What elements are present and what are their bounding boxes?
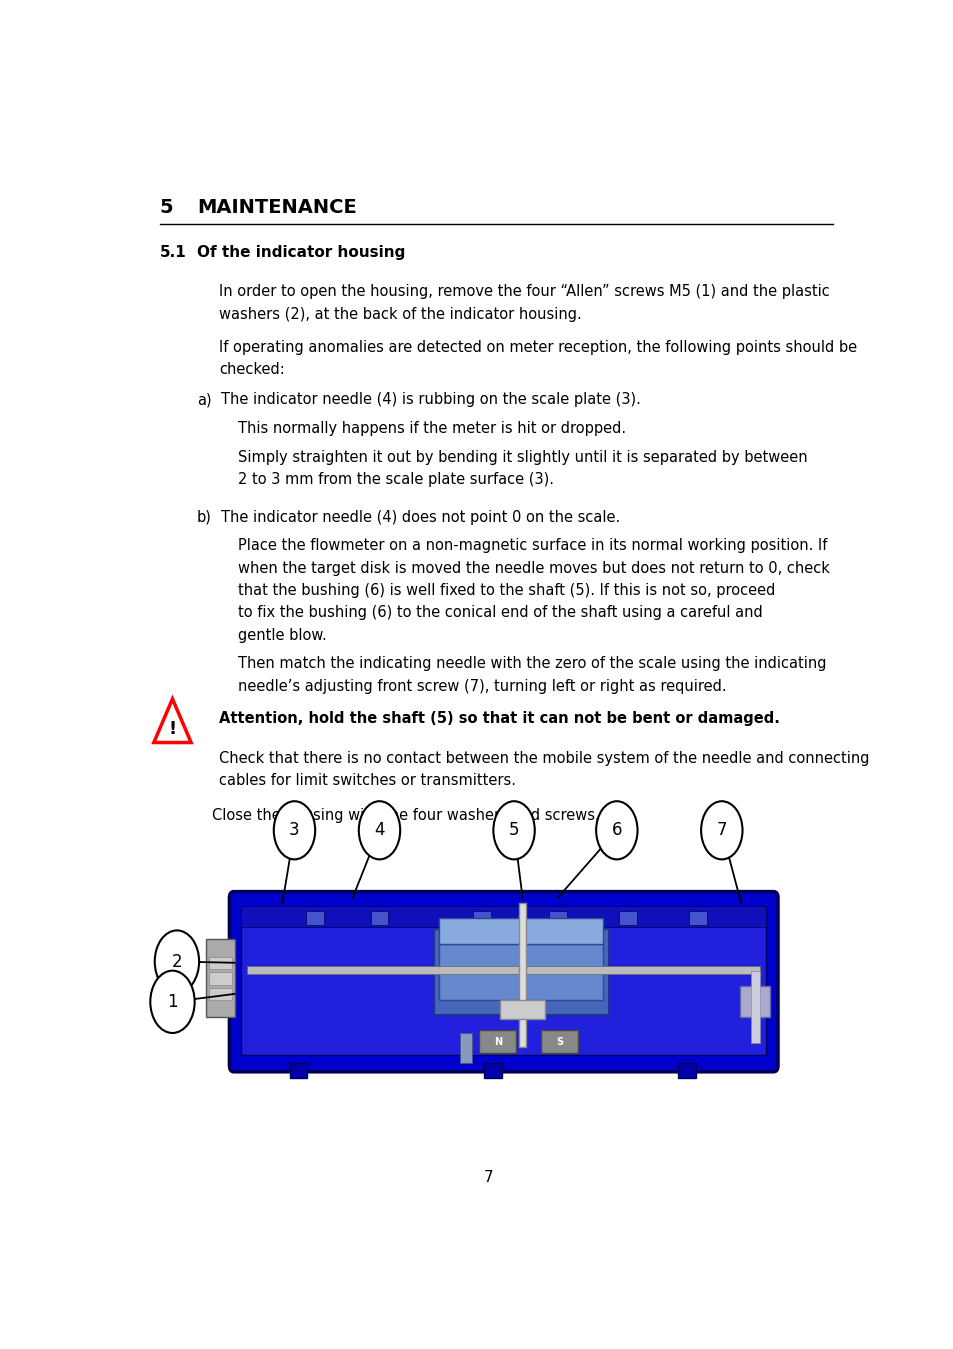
Text: Close the housing with the four washers and screws.: Close the housing with the four washers … bbox=[212, 808, 598, 823]
Text: cables for limit switches or transmitters.: cables for limit switches or transmitter… bbox=[219, 773, 516, 788]
Bar bbox=[241, 908, 765, 1055]
Text: Attention, hold the shaft (5) so that it can not be bent or damaged.: Attention, hold the shaft (5) so that it… bbox=[219, 711, 780, 726]
Bar bbox=[210, 956, 232, 969]
Text: 1: 1 bbox=[167, 993, 177, 1010]
Text: b): b) bbox=[196, 510, 212, 525]
Text: Check that there is no contact between the mobile system of the needle and conne: Check that there is no contact between t… bbox=[219, 751, 868, 766]
Text: 7: 7 bbox=[716, 822, 726, 839]
Text: gentle blow.: gentle blow. bbox=[237, 627, 326, 642]
Circle shape bbox=[596, 801, 637, 859]
Bar bbox=[371, 912, 388, 925]
Text: needle’s adjusting front screw (7), turning left or right as required.: needle’s adjusting front screw (7), turn… bbox=[237, 679, 725, 693]
Bar bbox=[688, 912, 706, 925]
Text: washers (2), at the back of the indicator housing.: washers (2), at the back of the indicato… bbox=[219, 306, 581, 322]
Bar bbox=[306, 912, 323, 925]
Bar bbox=[473, 912, 491, 925]
Text: Place the flowmeter on a non-magnetic surface in its normal working position. If: Place the flowmeter on a non-magnetic su… bbox=[237, 538, 826, 553]
Text: 6: 6 bbox=[611, 822, 621, 839]
Bar bbox=[210, 987, 232, 1000]
Text: Then match the indicating needle with the zero of the scale using the indicating: Then match the indicating needle with th… bbox=[237, 657, 825, 672]
Text: The indicator needle (4) does not point 0 on the scale.: The indicator needle (4) does not point … bbox=[221, 510, 619, 525]
Bar bbox=[290, 1063, 307, 1078]
Circle shape bbox=[154, 931, 199, 993]
Circle shape bbox=[358, 801, 400, 859]
Text: N: N bbox=[494, 1036, 501, 1047]
Bar bbox=[459, 1033, 472, 1063]
Bar bbox=[439, 917, 602, 943]
Bar bbox=[241, 907, 765, 927]
Bar bbox=[548, 912, 566, 925]
Text: 2: 2 bbox=[172, 952, 182, 970]
Text: 4: 4 bbox=[374, 822, 384, 839]
Text: 2 to 3 mm from the scale plate surface (3).: 2 to 3 mm from the scale plate surface (… bbox=[237, 472, 553, 487]
Text: !: ! bbox=[169, 720, 176, 738]
Text: 5.1: 5.1 bbox=[160, 246, 187, 260]
Text: This normally happens if the meter is hit or dropped.: This normally happens if the meter is hi… bbox=[237, 421, 625, 436]
Text: checked:: checked: bbox=[219, 362, 285, 376]
Text: that the bushing (6) is well fixed to the shaft (5). If this is not so, proceed: that the bushing (6) is well fixed to th… bbox=[237, 583, 774, 598]
Bar bbox=[618, 912, 636, 925]
Text: a): a) bbox=[196, 393, 212, 407]
Bar bbox=[678, 1063, 696, 1078]
Text: 7: 7 bbox=[483, 1171, 494, 1186]
Text: If operating anomalies are detected on meter reception, the following points sho: If operating anomalies are detected on m… bbox=[219, 340, 857, 355]
Bar bbox=[500, 1000, 544, 1018]
Bar bbox=[247, 966, 760, 974]
Text: when the target disk is moved the needle moves but does not return to 0, check: when the target disk is moved the needle… bbox=[237, 561, 828, 576]
Bar bbox=[439, 943, 602, 1000]
Bar bbox=[479, 1031, 516, 1054]
Bar bbox=[740, 986, 769, 1017]
Text: S: S bbox=[556, 1036, 563, 1047]
Text: Simply straighten it out by bending it slightly until it is separated by between: Simply straighten it out by bending it s… bbox=[237, 449, 806, 464]
Bar bbox=[541, 1031, 578, 1054]
Circle shape bbox=[151, 971, 194, 1033]
Bar bbox=[751, 971, 760, 1043]
Text: 5: 5 bbox=[160, 198, 173, 217]
FancyBboxPatch shape bbox=[229, 892, 778, 1072]
Circle shape bbox=[274, 801, 314, 859]
Bar bbox=[433, 929, 608, 1016]
Circle shape bbox=[700, 801, 741, 859]
Polygon shape bbox=[153, 699, 191, 742]
Text: 5: 5 bbox=[508, 822, 518, 839]
Text: The indicator needle (4) is rubbing on the scale plate (3).: The indicator needle (4) is rubbing on t… bbox=[221, 393, 640, 407]
Bar bbox=[518, 902, 525, 1047]
Bar bbox=[483, 1063, 501, 1078]
Text: 3: 3 bbox=[289, 822, 299, 839]
Circle shape bbox=[493, 801, 535, 859]
Bar bbox=[210, 973, 232, 985]
Text: to fix the bushing (6) to the conical end of the shaft using a careful and: to fix the bushing (6) to the conical en… bbox=[237, 606, 761, 621]
Text: In order to open the housing, remove the four “Allen” screws M5 (1) and the plas: In order to open the housing, remove the… bbox=[219, 285, 829, 299]
Text: MAINTENANCE: MAINTENANCE bbox=[196, 198, 356, 217]
Text: Of the indicator housing: Of the indicator housing bbox=[196, 246, 405, 260]
Bar bbox=[206, 939, 234, 1017]
